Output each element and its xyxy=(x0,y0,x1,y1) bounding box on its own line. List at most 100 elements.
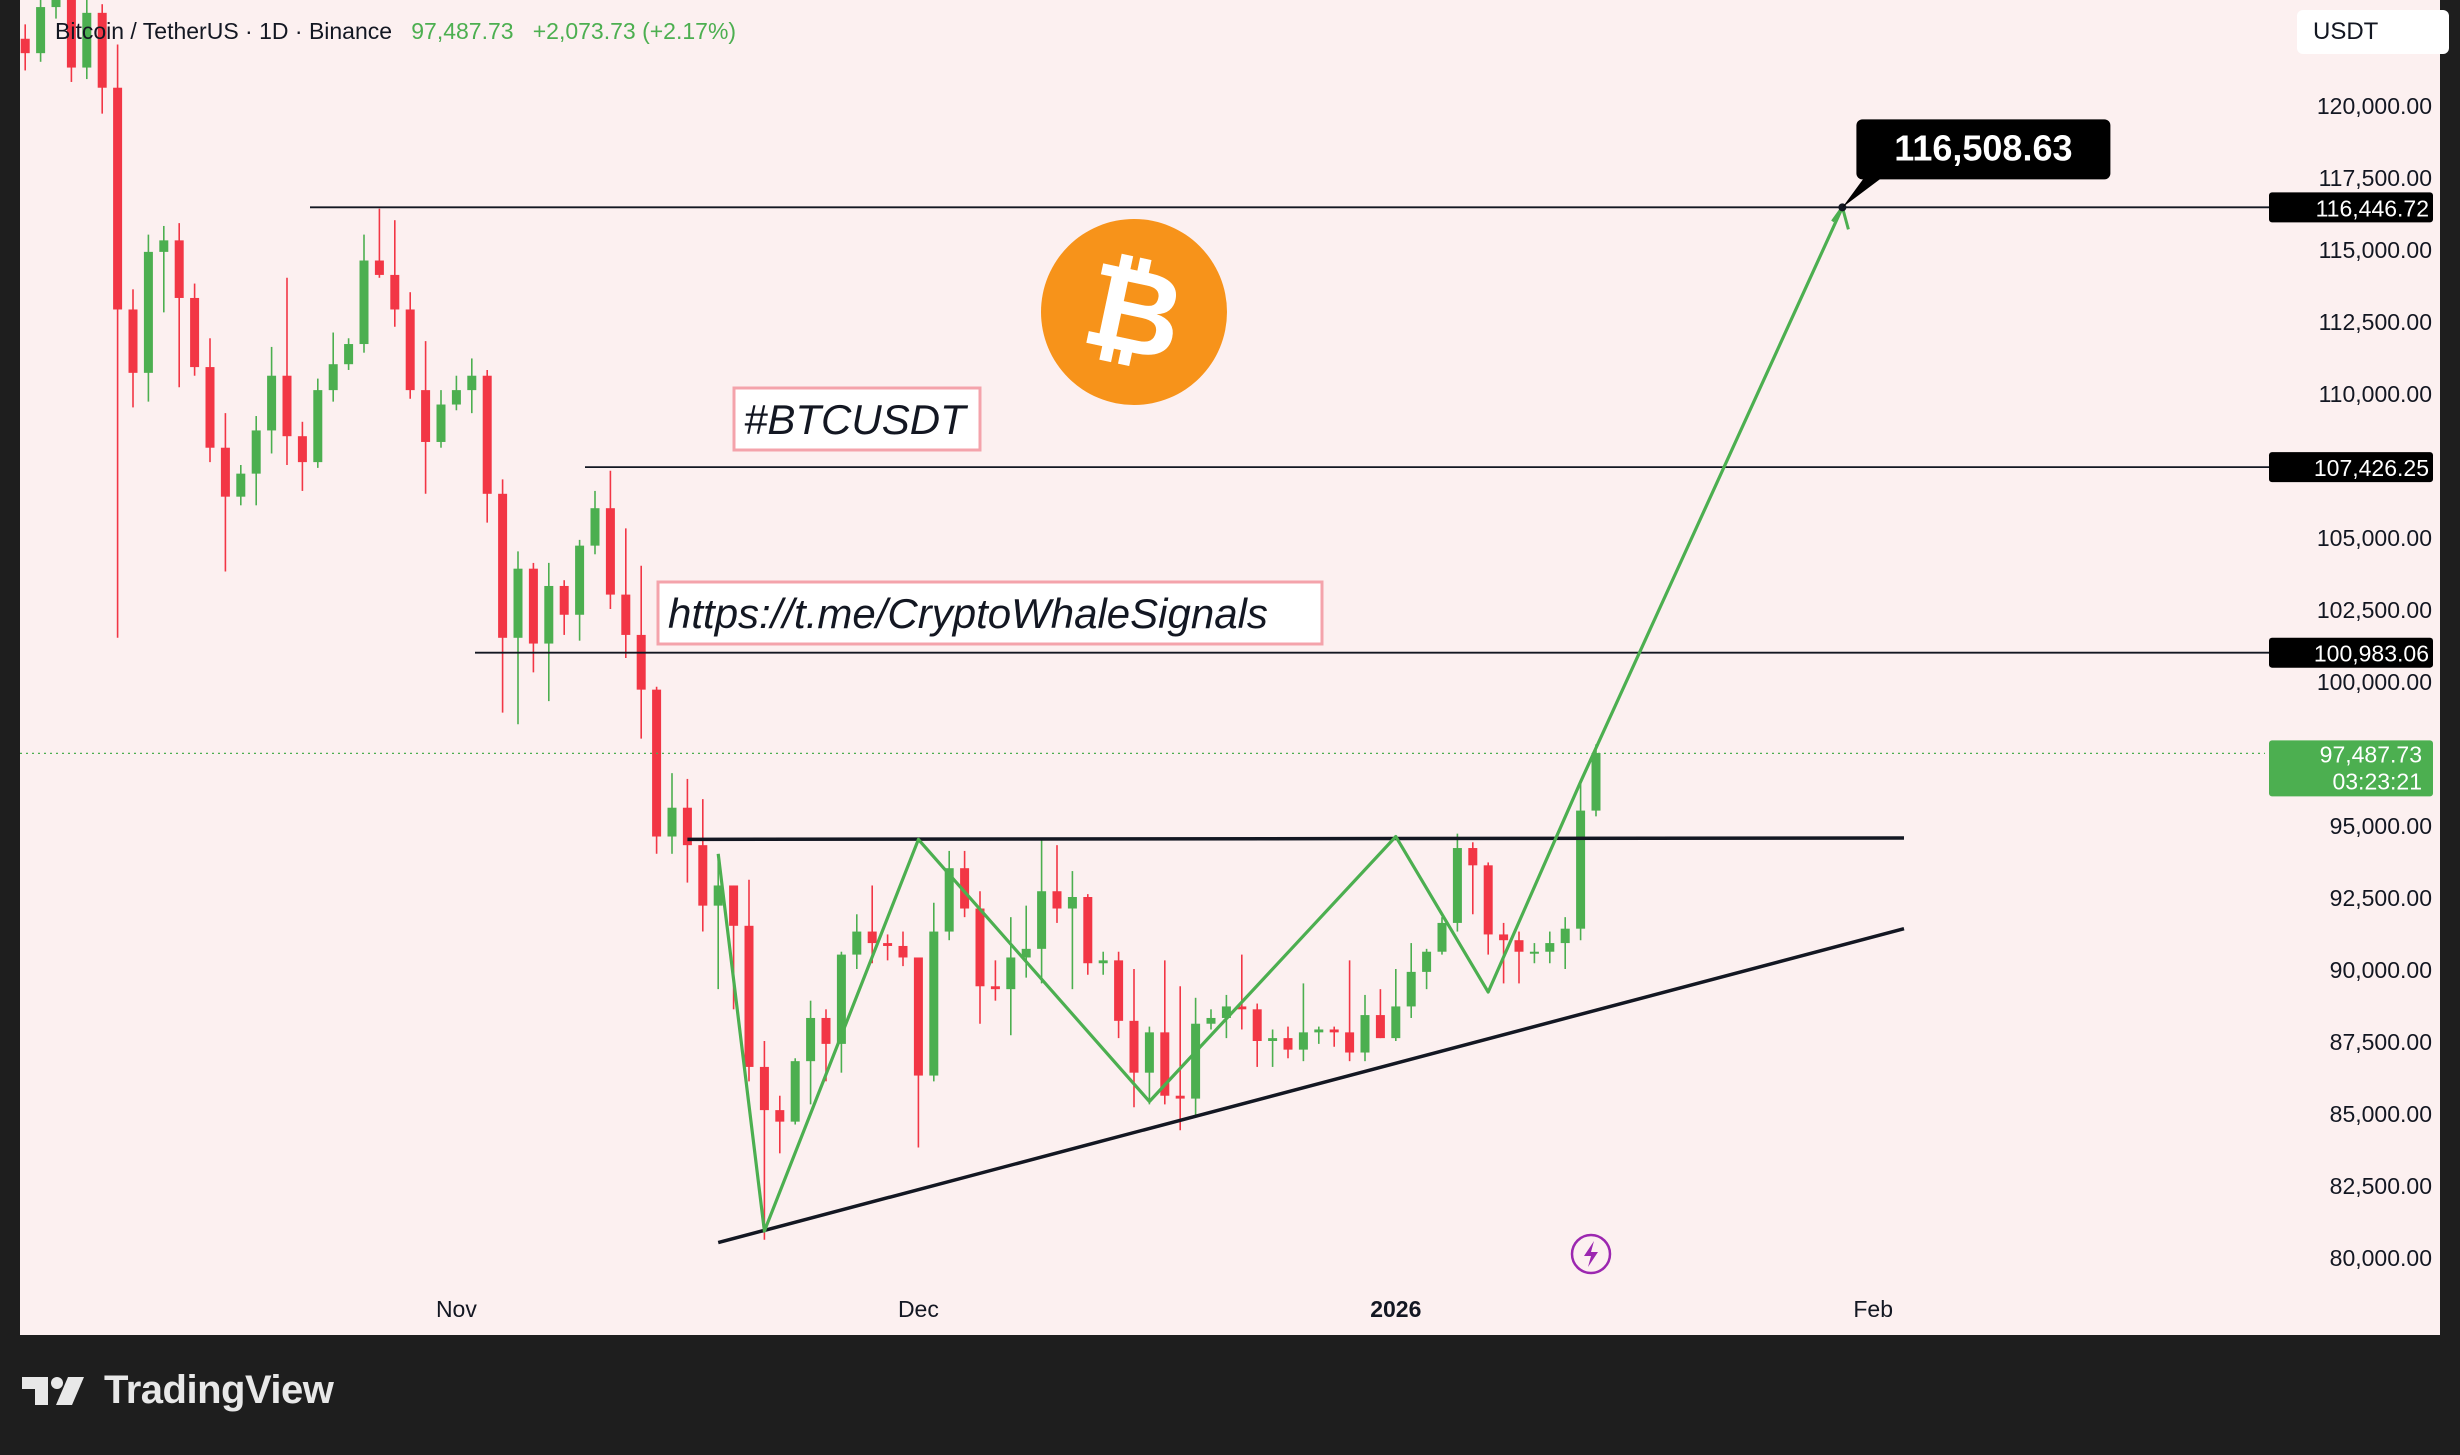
level-price-label: 107,426.25 xyxy=(2314,455,2429,481)
candle xyxy=(1452,833,1462,932)
target-callout xyxy=(1856,119,2111,180)
candle-body xyxy=(205,367,215,448)
candle xyxy=(20,24,30,71)
candle xyxy=(328,332,338,402)
candle-body xyxy=(621,594,631,635)
candle xyxy=(436,390,446,448)
candle xyxy=(1422,948,1432,990)
candle-body xyxy=(328,364,338,391)
candle xyxy=(1252,1003,1262,1067)
candle-body xyxy=(1144,1032,1154,1073)
candle-body xyxy=(97,12,107,88)
y-tick-label: 87,500.00 xyxy=(2330,1029,2432,1055)
candle-body xyxy=(590,508,600,546)
candle xyxy=(1314,1026,1324,1044)
candle xyxy=(128,289,138,408)
candle-body xyxy=(1345,1032,1355,1053)
candle xyxy=(775,1095,785,1154)
candle-body xyxy=(1314,1029,1324,1033)
candle-body xyxy=(1237,1006,1247,1010)
currency-selector[interactable]: USDT xyxy=(2297,10,2449,54)
candle-body xyxy=(1591,753,1601,811)
candle xyxy=(559,580,569,635)
candle-body xyxy=(559,585,569,615)
candle-body xyxy=(990,986,1000,990)
candle xyxy=(1406,943,1416,1018)
y-tick-label: 100,000.00 xyxy=(2317,669,2432,695)
candle xyxy=(713,859,723,990)
y-tick-label: 92,500.00 xyxy=(2330,885,2432,911)
candle xyxy=(1591,744,1601,817)
annotations-layer: 116,508.63 ₿ #BTCUSDT https://t.me/CryptoWh… xyxy=(656,119,2111,1275)
candle-body xyxy=(51,0,61,8)
brand-name: TradingView xyxy=(104,1368,334,1412)
candle xyxy=(97,4,107,114)
resistance-line xyxy=(687,836,1905,842)
candle-body xyxy=(1268,1038,1278,1041)
candle-body xyxy=(1391,1006,1401,1039)
candle xyxy=(66,0,76,82)
y-tick-label: 85,000.00 xyxy=(2330,1101,2432,1127)
candle-body xyxy=(682,807,692,846)
candle-body xyxy=(898,945,908,958)
chart-panel[interactable]: 80,000.00 82,500.00 85,000.00 87,500.00 90,0… xyxy=(20,0,2449,1335)
candle xyxy=(1206,1009,1216,1030)
candle-body xyxy=(867,931,877,944)
candle-body xyxy=(1191,1023,1201,1099)
candle-body xyxy=(66,0,76,68)
candle-body xyxy=(852,931,862,955)
target-callout-pointer xyxy=(1842,177,1883,208)
y-tick-label: 110,000.00 xyxy=(2319,381,2432,407)
candle-body xyxy=(282,375,292,437)
candle xyxy=(1576,781,1586,941)
candle-body xyxy=(313,390,323,463)
y-tick-label: 115,000.00 xyxy=(2319,237,2432,263)
candle xyxy=(1560,917,1570,969)
candle xyxy=(313,378,323,468)
y-tick-label: 95,000.00 xyxy=(2330,813,2432,839)
candles-layer xyxy=(20,0,1601,1240)
candle-body xyxy=(528,568,538,644)
candle-body xyxy=(405,309,415,391)
candle-body xyxy=(759,1066,769,1111)
candle xyxy=(1483,862,1493,955)
candle-body xyxy=(713,885,723,906)
footer xyxy=(0,1335,2460,1455)
candle xyxy=(1529,943,1539,964)
candle xyxy=(1021,905,1031,978)
candle xyxy=(190,283,200,376)
candle xyxy=(1391,969,1401,1041)
candle-body xyxy=(267,375,277,431)
price-chart[interactable]: 80,000.00 82,500.00 85,000.00 87,500.00 90,0… xyxy=(20,0,2440,1335)
candle xyxy=(821,1009,831,1082)
candle-body xyxy=(1529,951,1539,954)
candle-body xyxy=(729,885,739,926)
y-tick-label: 105,000.00 xyxy=(2317,525,2432,551)
symbol-title[interactable]: Bitcoin / TetherUS · 1D · Binance xyxy=(55,18,393,44)
candle-body xyxy=(20,38,30,54)
candle xyxy=(205,338,215,463)
text-box-text: #BTCUSDT xyxy=(744,396,969,443)
candle xyxy=(883,934,893,961)
candle-body xyxy=(575,545,585,615)
candle xyxy=(498,479,508,713)
pattern-layer xyxy=(687,203,1905,1245)
candle-body xyxy=(544,585,554,644)
telegram-link-label[interactable]: https://t.me/CryptoWhaleSignals xyxy=(656,580,1324,646)
candle-body xyxy=(698,845,708,906)
candle xyxy=(1360,994,1370,1062)
candle xyxy=(451,375,461,411)
candle-body xyxy=(451,390,461,405)
tradingview-logo[interactable]: TradingView xyxy=(22,1368,334,1413)
candle xyxy=(1191,997,1201,1116)
x-tick-label: Dec xyxy=(898,1296,939,1322)
target-label: 116,508.63 xyxy=(1894,127,2072,168)
candle-body xyxy=(1514,940,1524,952)
text-box-text: https://t.me/CryptoWhaleSignals xyxy=(668,590,1268,637)
hashtag-label[interactable]: #BTCUSDT xyxy=(732,386,982,452)
candle xyxy=(405,292,415,399)
lightning-icon[interactable] xyxy=(1570,1233,1612,1275)
candle-body xyxy=(297,436,307,463)
candle-body xyxy=(1283,1038,1293,1050)
candle xyxy=(1298,983,1308,1062)
